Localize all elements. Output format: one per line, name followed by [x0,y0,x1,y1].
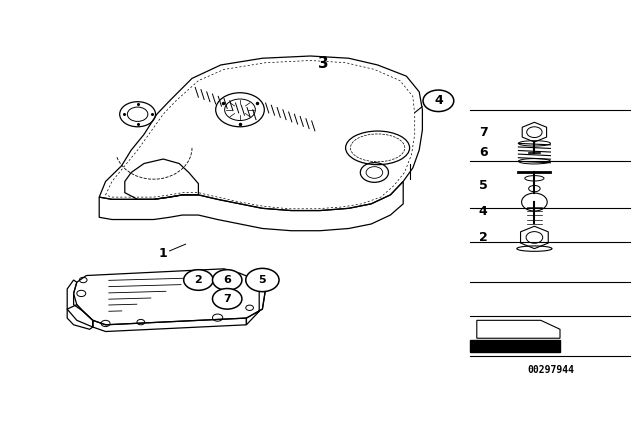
Text: 7: 7 [223,294,231,304]
Text: 6: 6 [479,146,488,159]
Text: 5: 5 [259,275,266,285]
Text: 2: 2 [195,275,202,285]
Text: 2: 2 [479,231,488,244]
Polygon shape [470,340,560,352]
Text: 3: 3 [318,56,328,71]
Circle shape [423,90,454,112]
Text: 1: 1 [159,246,168,260]
Polygon shape [477,320,560,338]
Circle shape [184,270,213,290]
Text: 5: 5 [479,178,488,192]
Circle shape [212,270,242,290]
Text: 7: 7 [479,125,488,139]
Text: 6: 6 [223,275,231,285]
Text: 4: 4 [479,205,488,219]
Circle shape [212,289,242,309]
Text: 00297944: 00297944 [527,365,574,375]
Circle shape [246,268,279,292]
Text: 4: 4 [434,94,443,108]
